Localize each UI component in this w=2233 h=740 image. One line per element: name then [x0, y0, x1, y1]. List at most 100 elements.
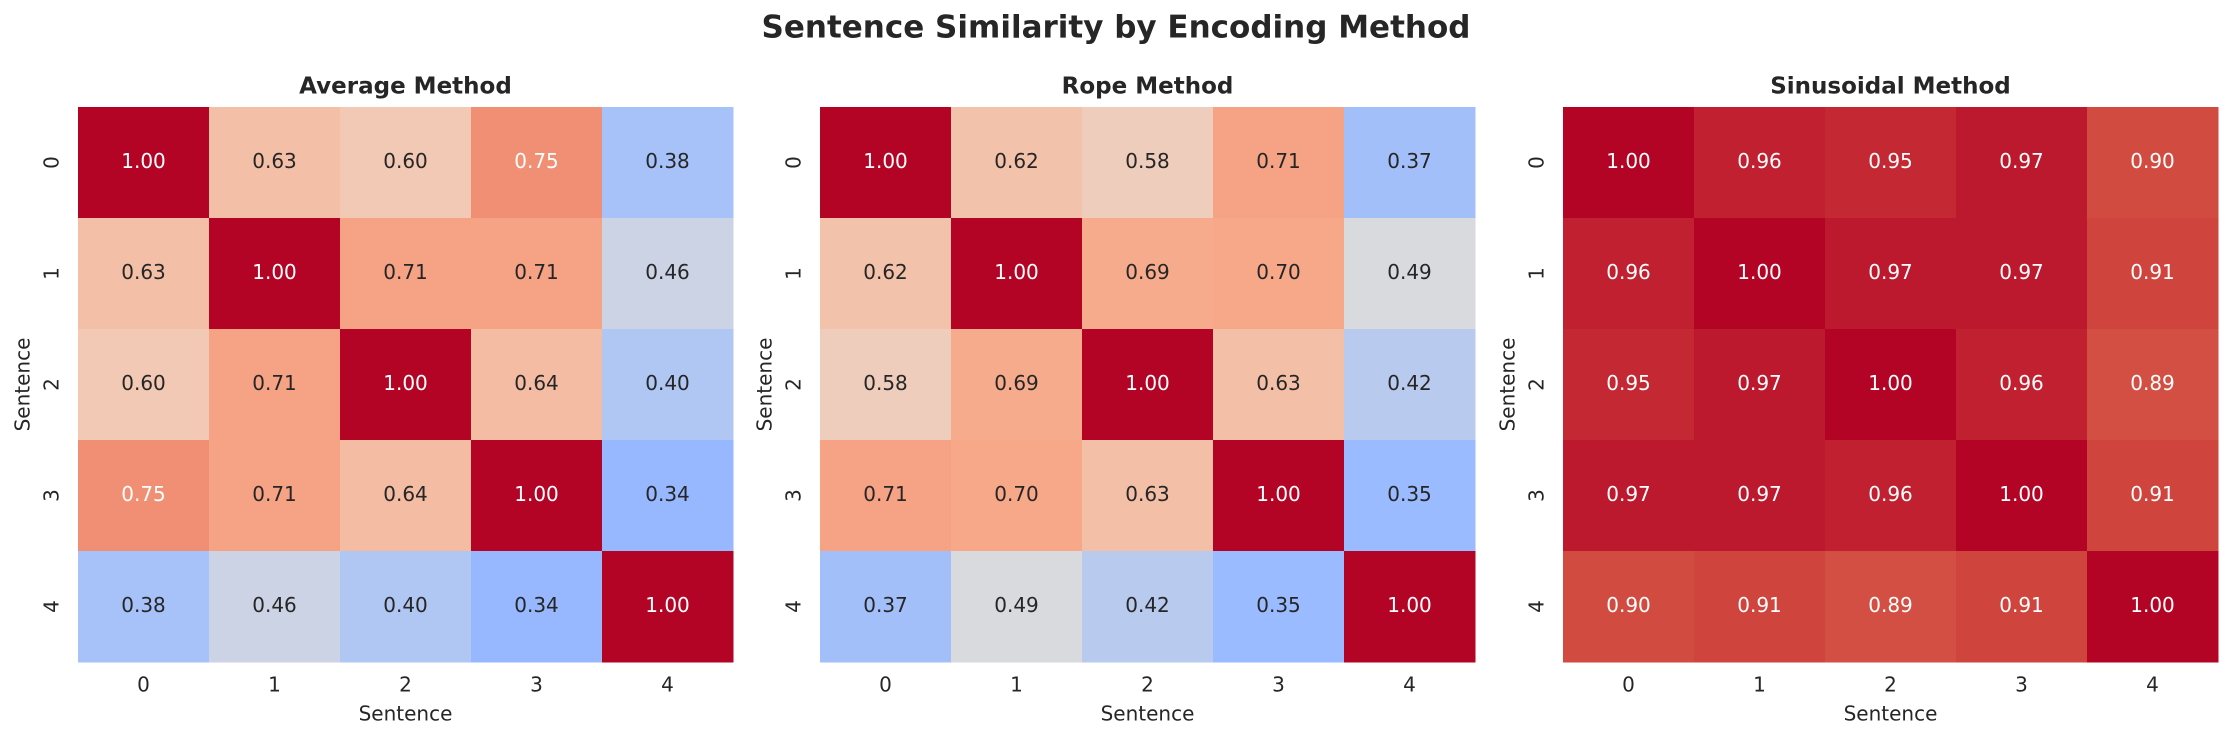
- heatmap-cell: [78, 551, 210, 663]
- cell-label: 0.64: [383, 482, 428, 506]
- x-tick-label: 3: [530, 673, 543, 697]
- x-tick-label: 1: [1010, 673, 1023, 697]
- heatmap-cell: [1956, 440, 2088, 552]
- cell-label: 0.46: [252, 593, 297, 617]
- cell-label: 0.90: [2130, 149, 2175, 173]
- heatmap-cell: [820, 551, 952, 663]
- y-tick-label: 2: [1525, 378, 1549, 391]
- y-tick-label: 4: [782, 600, 806, 613]
- cell-label: 0.46: [645, 260, 690, 284]
- cell-label: 0.37: [863, 593, 908, 617]
- heatmap-cell: [1344, 551, 1476, 663]
- cell-label: 0.96: [1606, 260, 1651, 284]
- panel-title: Sinusoidal Method: [1770, 74, 2011, 100]
- heatmap-cell: [1213, 440, 1345, 552]
- y-axis-label: Sentence: [1496, 338, 1520, 432]
- cell-label: 0.91: [2130, 260, 2175, 284]
- cell-label: 1.00: [1387, 593, 1432, 617]
- cell-label: 0.96: [1737, 149, 1782, 173]
- cell-label: 0.63: [1125, 482, 1170, 506]
- cell-label: 0.71: [863, 482, 908, 506]
- cell-label: 0.40: [645, 371, 690, 395]
- cell-label: 0.60: [121, 371, 166, 395]
- x-tick-label: 0: [137, 673, 150, 697]
- heatmap-cell: [1082, 551, 1214, 663]
- heatmap-cell: [1694, 329, 1826, 441]
- y-tick-label: 1: [1525, 267, 1549, 280]
- x-tick-label: 4: [2146, 673, 2159, 697]
- cell-label: 0.42: [1125, 593, 1170, 617]
- heatmap-cell: [471, 107, 603, 219]
- heatmap-cell: [209, 107, 341, 219]
- cell-label: 0.63: [121, 260, 166, 284]
- cell-label: 1.00: [2130, 593, 2175, 617]
- heatmap-cell: [78, 107, 210, 219]
- cell-label: 1.00: [1606, 149, 1651, 173]
- heatmap-cell: [1563, 551, 1695, 663]
- x-tick-label: 4: [661, 673, 674, 697]
- x-tick-label: 2: [1141, 673, 1154, 697]
- heatmap-cell: [602, 551, 734, 663]
- heatmap-cell: [1825, 218, 1957, 330]
- cell-label: 0.49: [994, 593, 1039, 617]
- heatmap-cell: [1825, 329, 1957, 441]
- heatmap-cell: [951, 107, 1083, 219]
- cell-label: 0.58: [1125, 149, 1170, 173]
- cell-label: 0.97: [1606, 482, 1651, 506]
- cell-label: 0.95: [1868, 149, 1913, 173]
- cell-label: 0.34: [645, 482, 690, 506]
- heatmap-cell: [1213, 218, 1345, 330]
- x-tick-label: 2: [1884, 673, 1897, 697]
- cell-label: 0.89: [1868, 593, 1913, 617]
- heatmap-cell: [2087, 551, 2219, 663]
- cell-label: 0.58: [863, 371, 908, 395]
- y-tick-label: 3: [1525, 489, 1549, 502]
- cell-label: 0.95: [1606, 371, 1651, 395]
- heatmap-cell: [1825, 440, 1957, 552]
- x-tick-label: 1: [268, 673, 281, 697]
- cell-label: 0.38: [121, 593, 166, 617]
- x-tick-label: 1: [1753, 673, 1766, 697]
- cell-label: 0.35: [1387, 482, 1432, 506]
- heatmap-cell: [1344, 107, 1476, 219]
- cell-label: 0.62: [994, 149, 1039, 173]
- x-tick-label: 0: [879, 673, 892, 697]
- heatmap-cell: [209, 440, 341, 552]
- cell-label: 0.62: [863, 260, 908, 284]
- heatmap-cell: [209, 329, 341, 441]
- heatmap-cell: [1956, 218, 2088, 330]
- heatmap-cell: [1213, 551, 1345, 663]
- heatmap-cell: [1694, 551, 1826, 663]
- cell-label: 0.71: [252, 482, 297, 506]
- cell-label: 0.71: [252, 371, 297, 395]
- heatmap-cell: [820, 107, 952, 219]
- cell-label: 0.71: [514, 260, 559, 284]
- cell-label: 0.89: [2130, 371, 2175, 395]
- y-tick-label: 1: [782, 267, 806, 280]
- cell-label: 0.64: [514, 371, 559, 395]
- heatmap-cell: [1344, 440, 1476, 552]
- heatmap-cell: [1082, 440, 1214, 552]
- heatmap-cell: [1082, 218, 1214, 330]
- heatmap-cell: [340, 440, 472, 552]
- cell-label: 0.97: [1999, 260, 2044, 284]
- heatmap-cell: [1344, 329, 1476, 441]
- cell-label: 0.70: [1256, 260, 1301, 284]
- heatmap-cell: [1213, 107, 1345, 219]
- cell-label: 0.40: [383, 593, 428, 617]
- y-tick-label: 2: [40, 378, 64, 391]
- x-tick-label: 2: [399, 673, 412, 697]
- heatmap-cell: [1563, 218, 1695, 330]
- heatmap-cell: [820, 218, 952, 330]
- x-axis-label: Sentence: [1844, 702, 1938, 726]
- x-axis-label: Sentence: [359, 702, 453, 726]
- heatmap-cell: [602, 107, 734, 219]
- cell-label: 1.00: [1999, 482, 2044, 506]
- heatmap-cell: [471, 551, 603, 663]
- cell-label: 0.91: [1737, 593, 1782, 617]
- cell-label: 0.34: [514, 593, 559, 617]
- x-axis-label: Sentence: [1101, 702, 1195, 726]
- heatmap-cell: [602, 329, 734, 441]
- heatmap-cell: [209, 551, 341, 663]
- cell-label: 1.00: [863, 149, 908, 173]
